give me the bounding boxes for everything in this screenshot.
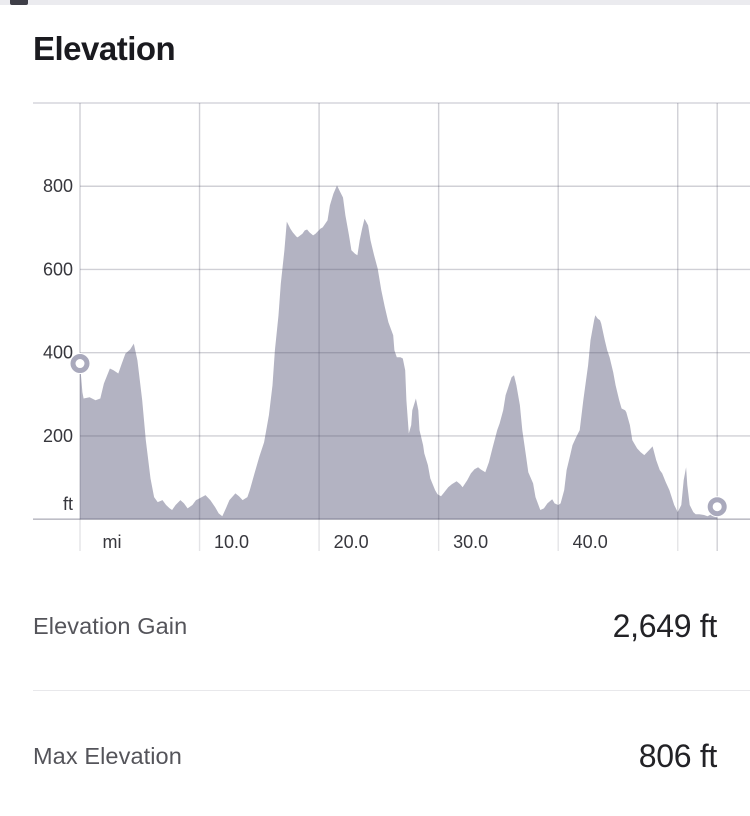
x-axis-labels: mi 10.0 20.0 30.0 40.0 bbox=[103, 532, 608, 552]
page-title: Elevation bbox=[33, 30, 176, 67]
elevation-chart-svg: 800 600 400 200 ft mi 10.0 20.0 30.0 40.0 bbox=[33, 102, 750, 552]
stat-row-elevation-gain: Elevation Gain 2,649 ft bbox=[0, 596, 750, 656]
route-end-marker-icon bbox=[706, 496, 728, 518]
elevation-area bbox=[80, 185, 718, 520]
x-tick-label: 30.0 bbox=[453, 532, 488, 552]
stat-row-max-elevation: Max Elevation 806 ft bbox=[0, 726, 750, 786]
elevation-chart[interactable]: 800 600 400 200 ft mi 10.0 20.0 30.0 40.0 bbox=[0, 95, 750, 556]
chart-gridlines bbox=[33, 102, 750, 551]
sheet-grabber-handle bbox=[10, 0, 28, 5]
y-tick-label: 600 bbox=[43, 259, 73, 279]
route-start-marker-icon bbox=[69, 353, 91, 375]
y-axis-labels: 800 600 400 200 ft bbox=[43, 176, 73, 514]
x-tick-label: 20.0 bbox=[334, 532, 369, 552]
sheet-edge-bar bbox=[0, 0, 750, 5]
y-tick-label: 800 bbox=[43, 176, 73, 196]
x-tick-label: 40.0 bbox=[573, 532, 608, 552]
elevation-gain-value: 2,649 ft bbox=[612, 607, 718, 644]
y-tick-label: 400 bbox=[43, 343, 73, 363]
max-elevation-label: Max Elevation bbox=[33, 742, 182, 769]
divider bbox=[33, 690, 750, 691]
max-elevation-value: 806 ft bbox=[638, 737, 718, 774]
elevation-gain-label: Elevation Gain bbox=[33, 612, 188, 639]
y-tick-label: 200 bbox=[43, 426, 73, 446]
x-tick-label: mi bbox=[103, 532, 122, 552]
x-tick-label: 10.0 bbox=[214, 532, 249, 552]
y-tick-label: ft bbox=[63, 494, 73, 514]
